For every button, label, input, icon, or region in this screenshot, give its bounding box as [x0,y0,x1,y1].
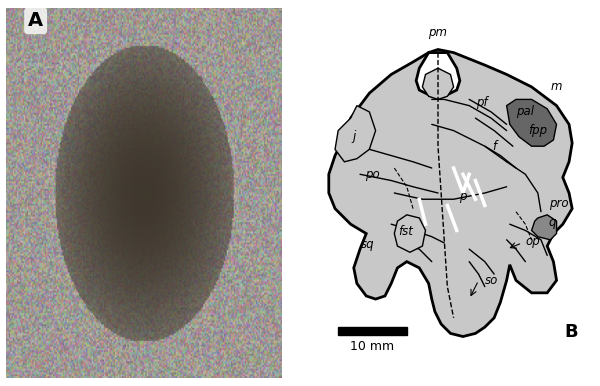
Text: m: m [550,80,562,93]
Text: fpp: fpp [528,124,547,137]
Text: sq: sq [361,238,374,251]
Polygon shape [506,100,557,146]
Text: so: so [485,274,498,287]
Text: po: po [365,168,380,181]
Text: j: j [352,130,355,143]
Polygon shape [416,52,460,96]
Text: q: q [549,216,556,229]
Polygon shape [422,68,454,100]
Polygon shape [335,106,376,162]
Text: A: A [28,11,43,30]
Polygon shape [329,49,572,337]
Polygon shape [394,215,425,252]
Text: B: B [565,323,578,340]
Polygon shape [532,215,557,240]
Text: pal: pal [516,105,534,119]
FancyBboxPatch shape [338,327,407,335]
Text: 10 mm: 10 mm [350,340,395,353]
Text: fst: fst [398,225,413,239]
Text: f: f [492,140,496,153]
Text: p: p [459,190,467,203]
Text: op: op [526,235,540,248]
Text: pro: pro [549,197,568,210]
Text: pf: pf [476,96,487,109]
Text: pm: pm [428,25,448,39]
